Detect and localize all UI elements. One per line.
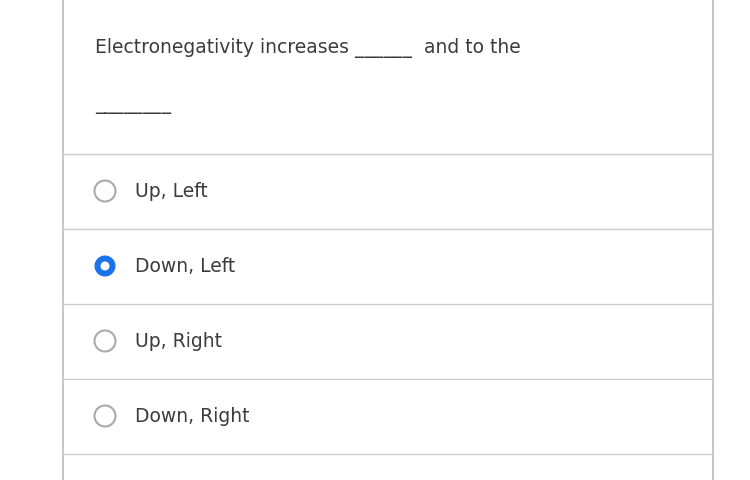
Ellipse shape — [94, 256, 116, 277]
Text: Down, Left: Down, Left — [135, 257, 236, 276]
Ellipse shape — [100, 262, 109, 271]
Text: Electronegativity increases ______  and to the: Electronegativity increases ______ and t… — [95, 38, 520, 58]
Text: Up, Right: Up, Right — [135, 332, 222, 351]
Text: Up, Left: Up, Left — [135, 182, 208, 201]
Text: Down, Right: Down, Right — [135, 407, 250, 426]
Text: ________: ________ — [95, 95, 171, 114]
